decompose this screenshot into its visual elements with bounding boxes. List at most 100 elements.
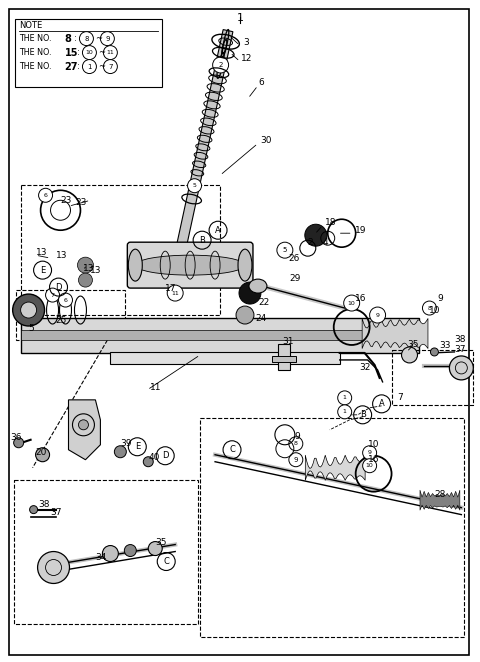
Bar [272, 356, 296, 362]
Circle shape [363, 459, 377, 473]
Circle shape [38, 188, 52, 203]
Text: 11: 11 [107, 50, 114, 55]
Polygon shape [69, 400, 100, 459]
Text: 15: 15 [64, 48, 78, 58]
Text: 5: 5 [283, 247, 287, 253]
Circle shape [78, 273, 93, 287]
Circle shape [12, 294, 45, 326]
Bar [21, 185, 220, 315]
Text: 8: 8 [84, 36, 89, 42]
Text: 28: 28 [434, 490, 446, 499]
Text: 23: 23 [75, 198, 87, 207]
Bar [110, 352, 340, 364]
Text: C: C [229, 446, 235, 454]
Circle shape [13, 438, 24, 448]
Text: ~: ~ [98, 62, 106, 71]
Circle shape [103, 60, 117, 73]
Text: :: : [77, 62, 80, 71]
Text: 38: 38 [38, 500, 50, 509]
Text: 8: 8 [294, 442, 298, 446]
Text: 9: 9 [437, 293, 443, 303]
Circle shape [37, 551, 70, 583]
Text: 33: 33 [439, 342, 451, 350]
Circle shape [370, 307, 385, 323]
Text: 37: 37 [455, 346, 466, 354]
Text: 34: 34 [96, 553, 107, 562]
Ellipse shape [249, 279, 267, 293]
Text: B: B [360, 410, 366, 419]
Ellipse shape [128, 249, 142, 281]
Circle shape [36, 448, 49, 461]
Text: 13: 13 [83, 263, 94, 273]
Text: 10: 10 [348, 301, 356, 306]
Circle shape [213, 57, 228, 73]
Text: 1: 1 [343, 409, 347, 414]
Text: 9: 9 [294, 457, 298, 463]
Ellipse shape [238, 249, 252, 281]
Circle shape [100, 32, 114, 46]
Text: 4: 4 [323, 238, 328, 247]
Text: ~: ~ [96, 34, 102, 43]
Text: ~: ~ [98, 48, 106, 57]
Text: 10: 10 [366, 463, 373, 468]
Bar [21, 318, 420, 353]
Circle shape [338, 405, 352, 419]
Text: 7: 7 [397, 393, 403, 402]
Circle shape [78, 420, 88, 430]
Text: 40: 40 [148, 453, 160, 462]
Circle shape [114, 446, 126, 457]
Circle shape [148, 542, 162, 555]
Text: 18: 18 [325, 218, 336, 226]
Text: 5: 5 [29, 324, 35, 332]
Text: B: B [199, 236, 205, 245]
Text: A: A [215, 226, 221, 235]
Text: THE NO.: THE NO. [19, 62, 51, 71]
FancyBboxPatch shape [127, 242, 253, 288]
Text: 31: 31 [282, 338, 293, 346]
Circle shape [289, 453, 303, 467]
Circle shape [21, 302, 36, 318]
Circle shape [77, 257, 94, 273]
Bar [200, 418, 464, 638]
Text: THE NO.: THE NO. [19, 48, 51, 57]
Text: 25: 25 [56, 316, 67, 324]
Circle shape [363, 446, 377, 459]
Circle shape [59, 293, 72, 307]
Text: :: : [74, 34, 77, 43]
Text: 23: 23 [60, 196, 72, 205]
Circle shape [144, 457, 153, 467]
Text: 1: 1 [343, 395, 347, 401]
Text: A: A [379, 399, 384, 408]
Text: 7: 7 [50, 293, 55, 298]
Text: E: E [135, 442, 140, 451]
Text: 12: 12 [241, 54, 252, 63]
Text: 1: 1 [237, 13, 243, 23]
Ellipse shape [135, 255, 245, 275]
Circle shape [277, 242, 293, 258]
Text: 32: 32 [360, 363, 371, 373]
Text: 19: 19 [355, 226, 366, 235]
Circle shape [431, 348, 438, 356]
Circle shape [30, 506, 37, 514]
Bar [15, 19, 162, 87]
Text: D: D [162, 451, 168, 460]
Text: 13: 13 [56, 251, 67, 260]
Circle shape [103, 46, 117, 60]
Circle shape [422, 301, 436, 315]
Text: 2: 2 [308, 238, 313, 247]
Circle shape [239, 282, 261, 304]
Text: 16: 16 [355, 293, 366, 303]
Circle shape [344, 295, 360, 311]
Text: :: : [77, 48, 80, 57]
Text: E: E [40, 265, 45, 275]
Text: 6: 6 [63, 297, 68, 303]
Circle shape [338, 391, 352, 405]
Text: 20: 20 [36, 448, 47, 457]
Text: NOTE: NOTE [19, 21, 42, 30]
Bar [392, 350, 473, 405]
Text: D: D [55, 283, 62, 291]
Text: C: C [163, 557, 169, 566]
Circle shape [83, 46, 96, 60]
Text: 2: 2 [218, 62, 223, 68]
Text: 37: 37 [50, 508, 62, 517]
